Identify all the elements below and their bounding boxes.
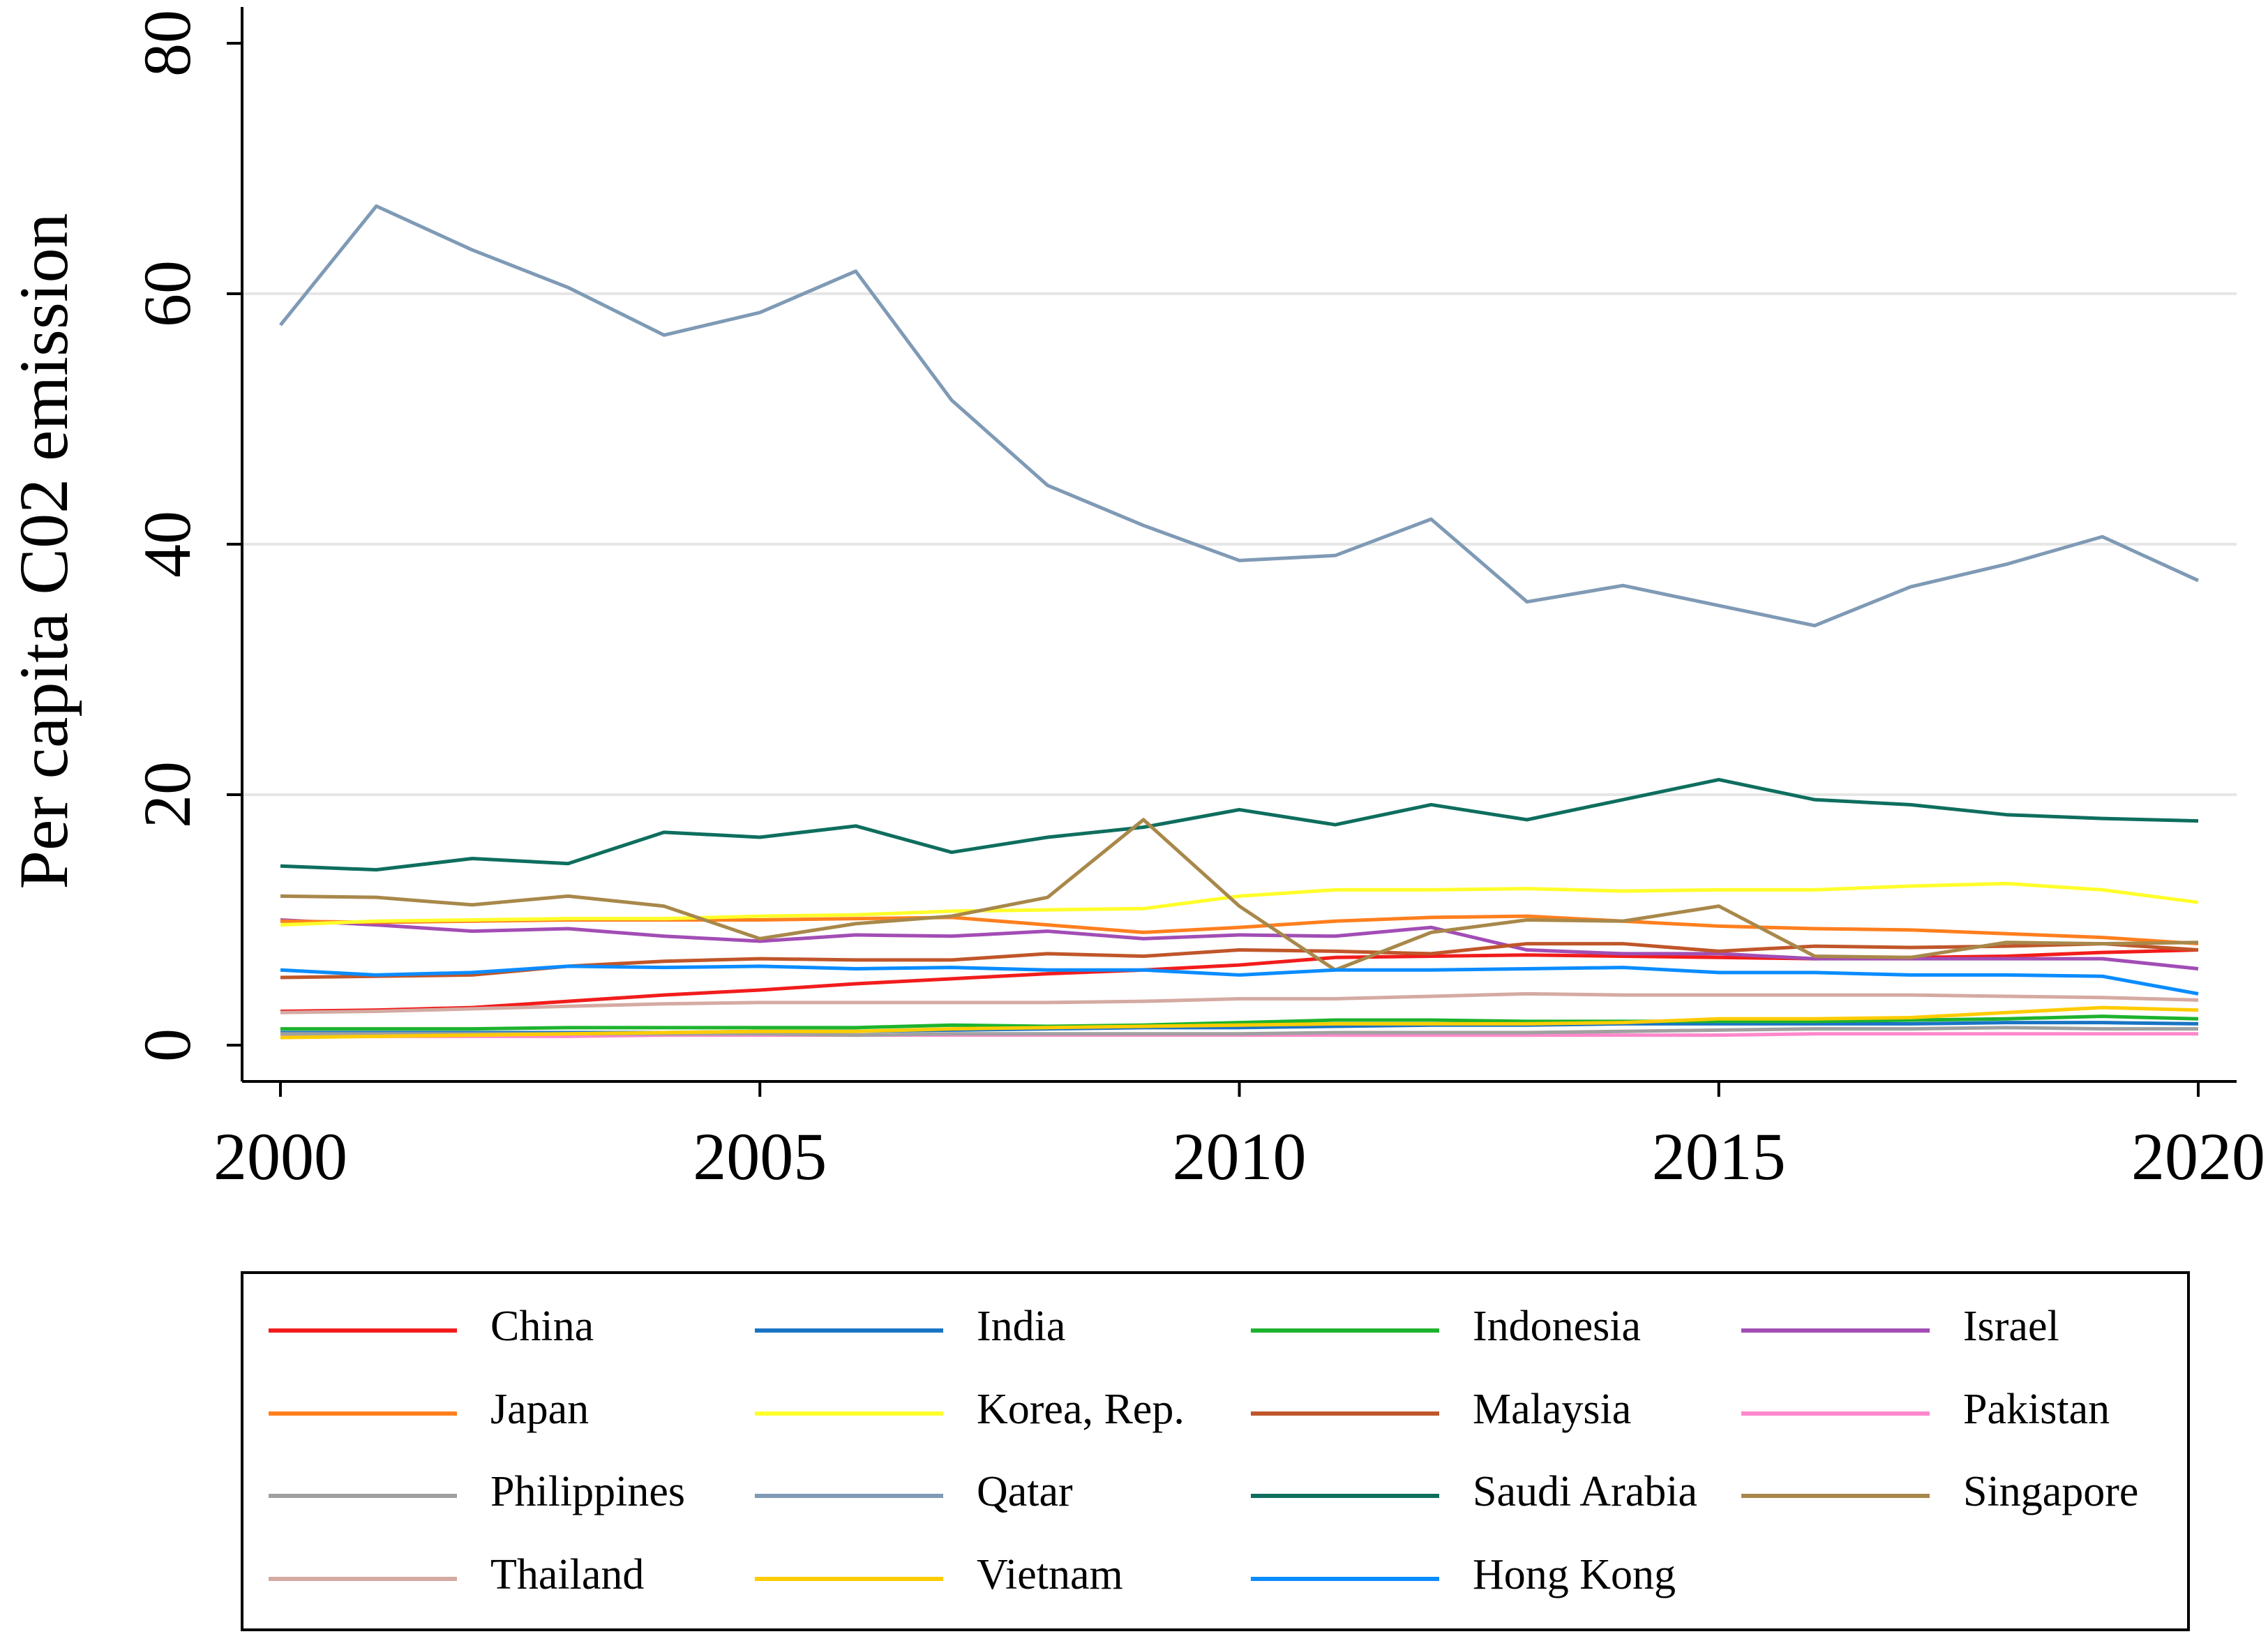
legend-box bbox=[241, 1271, 2190, 1631]
legend-label: Indonesia bbox=[1473, 1303, 1641, 1350]
series-line bbox=[279, 204, 2200, 628]
x-tick-label: 2010 bbox=[1173, 1119, 1307, 1194]
x-tick-label: 2005 bbox=[693, 1119, 827, 1194]
legend-label: Israel bbox=[1963, 1303, 2059, 1350]
legend-label: Pakistan bbox=[1963, 1386, 2110, 1433]
x-tick-label: 2000 bbox=[213, 1119, 347, 1194]
y-tick-label: 20 bbox=[130, 761, 204, 828]
legend-label: Qatar bbox=[977, 1468, 1073, 1515]
legend-label: Saudi Arabia bbox=[1473, 1468, 1697, 1515]
y-tick-label: 80 bbox=[130, 10, 204, 77]
legend-label: Philippines bbox=[490, 1468, 685, 1515]
legend-label: Japan bbox=[490, 1386, 589, 1433]
legend-label: Korea, Rep. bbox=[977, 1386, 1185, 1433]
series-line bbox=[280, 964, 2199, 996]
legend-label: Singapore bbox=[1963, 1468, 2138, 1515]
series-line bbox=[280, 777, 2199, 872]
y-tick-label: 0 bbox=[130, 1028, 204, 1062]
legend-label: Thailand bbox=[490, 1551, 644, 1598]
y-tick-label: 60 bbox=[130, 260, 204, 327]
y-tick-label: 40 bbox=[130, 511, 204, 578]
legend-label: Hong Kong bbox=[1473, 1551, 1676, 1598]
series-line bbox=[280, 881, 2199, 927]
legend-label: Malaysia bbox=[1473, 1386, 1631, 1433]
series-line bbox=[280, 942, 2199, 980]
series-line bbox=[280, 1005, 2199, 1040]
series-line bbox=[280, 991, 2199, 1014]
x-tick-label: 2020 bbox=[2131, 1119, 2265, 1194]
y-axis-label: Per capita C02 emission bbox=[5, 213, 82, 889]
series-line bbox=[280, 1014, 2199, 1031]
x-tick-label: 2015 bbox=[1652, 1119, 1786, 1194]
series-line bbox=[280, 818, 2199, 972]
legend-label: Vietnam bbox=[977, 1551, 1123, 1598]
legend-label: India bbox=[977, 1303, 1065, 1350]
legend-label: China bbox=[490, 1303, 594, 1350]
